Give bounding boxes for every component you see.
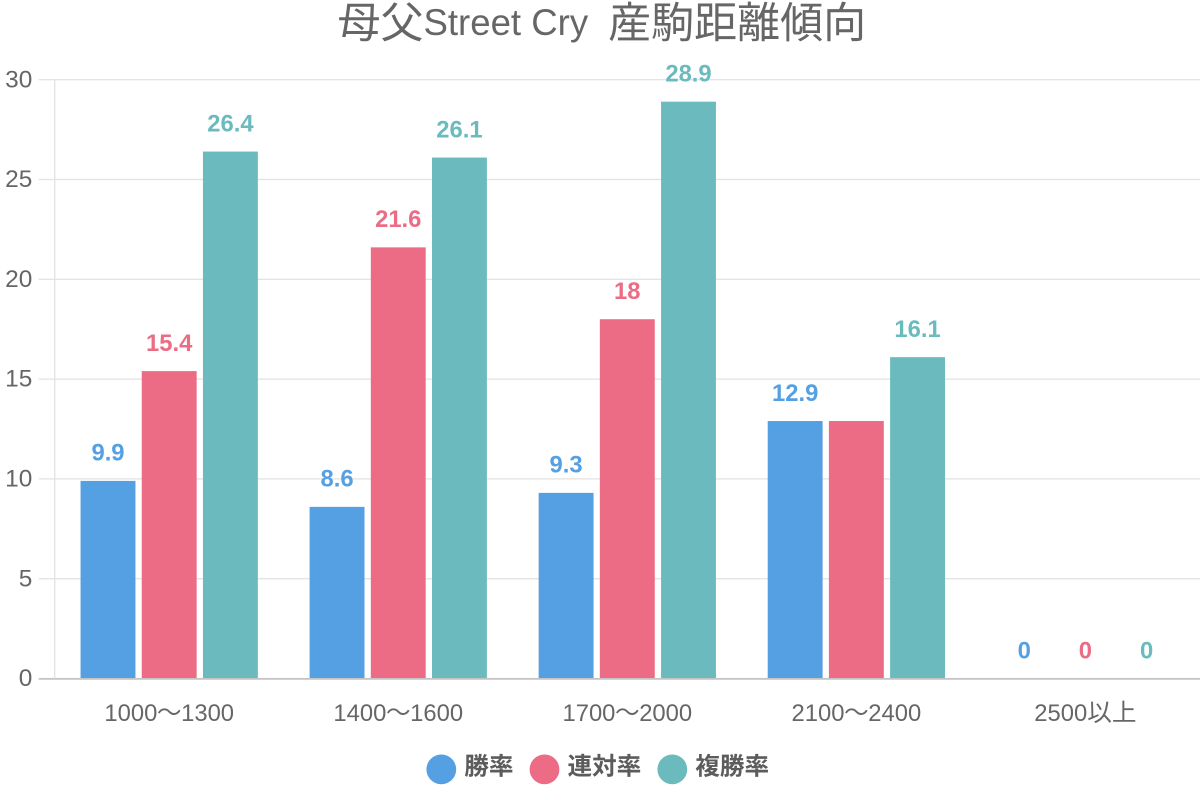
svg-text:0: 0	[19, 665, 33, 692]
svg-text:5: 5	[19, 565, 33, 592]
svg-text:2100: 2100	[792, 700, 845, 727]
svg-text:16.1: 16.1	[894, 316, 940, 343]
svg-text:26.4: 26.4	[207, 110, 254, 137]
svg-text:0: 0	[1140, 637, 1153, 664]
svg-text:2000: 2000	[639, 700, 692, 727]
svg-text:8.6: 8.6	[321, 466, 354, 493]
svg-text:2500: 2500	[1034, 700, 1087, 727]
svg-text:1300: 1300	[181, 700, 234, 727]
svg-text:0: 0	[1079, 637, 1092, 664]
svg-text:30: 30	[5, 66, 32, 93]
svg-text:28.9: 28.9	[665, 60, 711, 87]
svg-text:15: 15	[5, 366, 32, 393]
svg-text:9.3: 9.3	[550, 452, 583, 479]
svg-text:10: 10	[5, 466, 32, 493]
svg-text:25: 25	[5, 166, 32, 193]
svg-text:1700: 1700	[562, 700, 615, 727]
svg-text:12.9: 12.9	[772, 380, 818, 407]
svg-text:21.6: 21.6	[375, 206, 421, 233]
svg-text:1000: 1000	[104, 700, 157, 727]
svg-text:Street Cry: Street Cry	[424, 2, 589, 43]
svg-text:0: 0	[1018, 637, 1031, 664]
svg-text:15.4: 15.4	[146, 330, 193, 357]
svg-text:20: 20	[5, 266, 32, 293]
svg-text:9.9: 9.9	[91, 440, 124, 467]
svg-text:26.1: 26.1	[436, 116, 482, 143]
svg-text:1400: 1400	[333, 700, 386, 727]
svg-text:2400: 2400	[868, 700, 921, 727]
svg-text:1600: 1600	[410, 700, 463, 727]
svg-text:18: 18	[614, 278, 640, 305]
